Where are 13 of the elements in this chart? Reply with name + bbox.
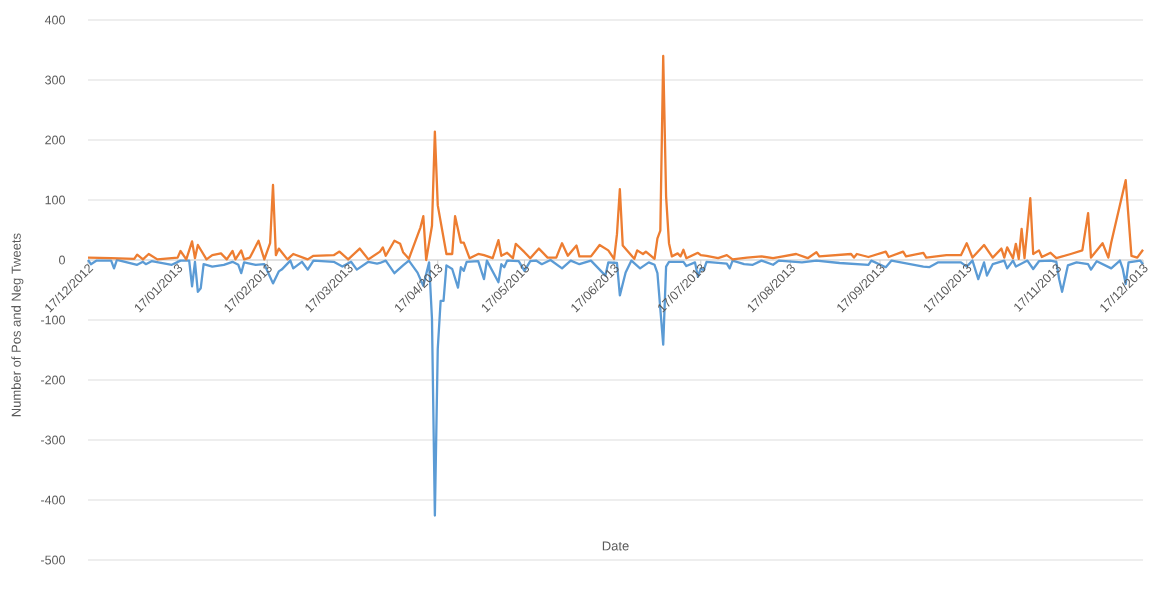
y-tick-label: -300 bbox=[41, 435, 65, 445]
y-tick-label: -100 bbox=[41, 315, 65, 325]
y-tick-label: -400 bbox=[41, 495, 65, 505]
line-series bbox=[86, 54, 1145, 262]
y-tick-label: 300 bbox=[45, 75, 65, 85]
y-axis-title: Number of Pos and Neg Tweets bbox=[11, 233, 24, 417]
y-tick-label: 0 bbox=[59, 255, 65, 265]
x-axis-title: Date bbox=[602, 541, 629, 551]
y-tick-label: -500 bbox=[41, 555, 65, 565]
y-tick-label: 200 bbox=[45, 135, 65, 145]
y-tick-label: -200 bbox=[41, 375, 65, 385]
y-tick-label: 100 bbox=[45, 195, 65, 205]
y-tick-label: 400 bbox=[44, 15, 65, 25]
